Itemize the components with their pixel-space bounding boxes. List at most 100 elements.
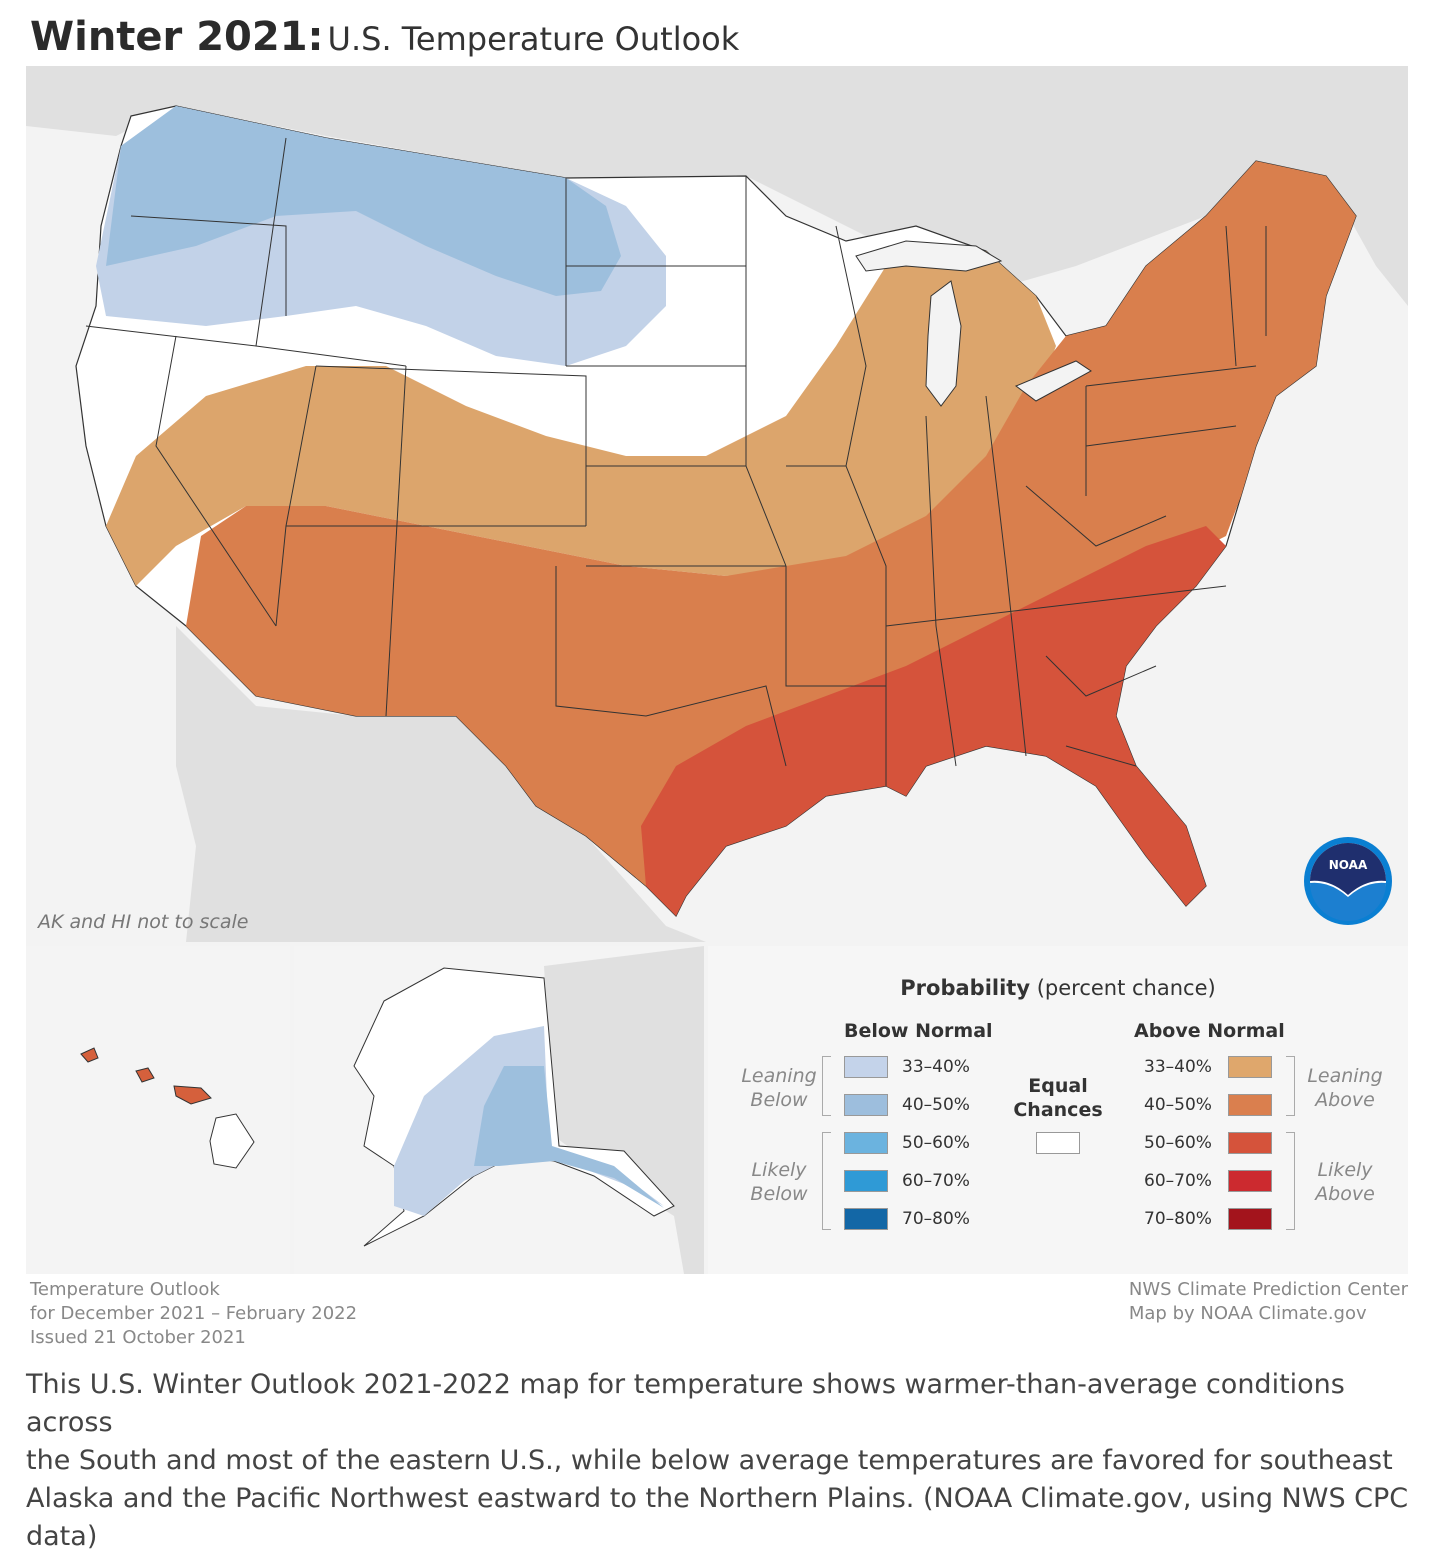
- border-line: [1085, 365, 1257, 387]
- below-normal-swatch: [844, 1208, 888, 1230]
- equal-line1: Equal: [1028, 1075, 1088, 1097]
- legend-title-bold: Probability: [900, 976, 1031, 1000]
- title-subtitle: U.S. Temperature Outlook: [327, 20, 740, 58]
- map-caption-left: Temperature Outlook for December 2021 – …: [30, 1278, 357, 1350]
- border-line: [255, 137, 287, 347]
- below-normal-swatch: [844, 1132, 888, 1154]
- alaska-map: [353, 946, 704, 1274]
- noaa-logo: NOAA: [1304, 837, 1392, 925]
- leaning-above-bracket: [1286, 1056, 1295, 1116]
- island-oahu: [135, 1067, 155, 1083]
- border-line: [786, 465, 887, 786]
- above-normal-range-label: 60–70%: [1144, 1171, 1212, 1191]
- equal-line2: Chances: [1013, 1099, 1103, 1121]
- border-line: [315, 365, 587, 526]
- border-line: [1045, 655, 1157, 697]
- leaning-above-label: Leaning Above: [1300, 1064, 1390, 1112]
- border-line: [925, 415, 957, 767]
- above-normal-swatch: [1228, 1094, 1272, 1116]
- island-kauai: [80, 1047, 99, 1063]
- below-normal-swatch: [844, 1094, 888, 1116]
- caption-left-line1: Temperature Outlook: [30, 1279, 220, 1300]
- border-line: [1225, 225, 1237, 367]
- above-normal-swatch: [1228, 1170, 1272, 1192]
- leaning-below-line2: Below: [750, 1089, 808, 1111]
- border-line: [1065, 745, 1137, 767]
- caption-left-line2: for December 2021 – February 2022: [30, 1303, 358, 1324]
- leaning-below-line1: Leaning: [741, 1065, 817, 1087]
- border-line: [155, 335, 277, 627]
- border-line: [385, 365, 407, 717]
- alaska-inset: [294, 946, 704, 1274]
- above-normal-swatch: [1228, 1056, 1272, 1078]
- border-line: [835, 225, 867, 467]
- description-line4: data): [26, 1521, 98, 1552]
- likely-above-bracket: [1286, 1132, 1295, 1230]
- above-normal-swatch: [1228, 1208, 1272, 1230]
- noaa-logo-text: NOAA: [1329, 858, 1368, 872]
- map-caption-right: NWS Climate Prediction Center Map by NOA…: [1129, 1278, 1408, 1326]
- above-normal-swatch: [1228, 1132, 1272, 1154]
- above-normal-range-label: 70–80%: [1144, 1209, 1212, 1229]
- leaning-above-line2: Above: [1315, 1089, 1375, 1111]
- equal-chances-label: Equal Chances: [1008, 1074, 1108, 1122]
- border-line: [1025, 485, 1167, 547]
- outlook-figure: AK and HI not to scale NOAA Probability …: [26, 66, 1408, 1274]
- caption-left-line3: Issued 21 October 2021: [30, 1327, 246, 1348]
- legend: Probability (percent chance) Below Norma…: [708, 946, 1408, 1274]
- caption-right-line1: NWS Climate Prediction Center: [1128, 1279, 1408, 1300]
- border-line: [1085, 425, 1237, 447]
- border-line: [785, 566, 886, 687]
- below-normal-swatch: [844, 1056, 888, 1078]
- below-normal-range-label: 70–80%: [902, 1209, 970, 1229]
- lake-superior: [855, 240, 1003, 272]
- conus-map: AK and HI not to scale NOAA: [26, 66, 1408, 942]
- ak-hi-note: AK and HI not to scale: [36, 911, 248, 933]
- below-normal-range-label: 60–70%: [902, 1171, 970, 1191]
- below-normal-range-label: 40–50%: [902, 1095, 970, 1115]
- noaa-logo-bird: [1310, 843, 1386, 895]
- below-normal-swatch: [844, 1170, 888, 1192]
- zone-above-33-40: [106, 251, 1056, 586]
- title-bold: Winter 2021:: [30, 14, 324, 60]
- likely-above-line2: Above: [1315, 1183, 1375, 1205]
- leaning-below-bracket: [822, 1056, 831, 1116]
- legend-title: Probability (percent chance): [708, 976, 1408, 1000]
- island-maui: [173, 1085, 212, 1105]
- description-line1: This U.S. Winter Outlook 2021-2022 map f…: [26, 1369, 1345, 1438]
- canada-land-ak: [544, 946, 704, 1274]
- noaa-logo-wave: [1310, 882, 1386, 921]
- leaning-above-line1: Leaning: [1307, 1065, 1383, 1087]
- below-normal-range-label: 33–40%: [902, 1057, 970, 1077]
- legend-title-rest: (percent chance): [1036, 976, 1216, 1000]
- description-line3: Alaska and the Pacific Northwest eastwar…: [26, 1483, 1409, 1514]
- lake-erie: [1015, 360, 1092, 402]
- zone-below-40-50: [106, 106, 621, 296]
- above-normal-range-label: 50–60%: [1144, 1133, 1212, 1153]
- hawaii-map: [80, 1047, 255, 1169]
- below-normal-header: Below Normal: [844, 1020, 993, 1042]
- border-line: [985, 395, 1027, 757]
- island-big: [209, 1113, 255, 1169]
- page-title: Winter 2021: U.S. Temperature Outlook: [30, 14, 739, 60]
- likely-above-label: Likely Above: [1300, 1158, 1390, 1206]
- alaska-below-40-50: [474, 1066, 664, 1208]
- description-line2: the South and most of the eastern U.S., …: [26, 1445, 1393, 1476]
- zone-above-40-50: [186, 161, 1356, 886]
- above-normal-header: Above Normal: [1134, 1020, 1285, 1042]
- border-line: [130, 215, 287, 316]
- mexico-land: [176, 626, 706, 942]
- border-line: [885, 585, 1227, 627]
- caption-right-line2: Map by NOAA Climate.gov: [1128, 1303, 1367, 1324]
- equal-chances-swatch: [1036, 1132, 1080, 1154]
- likely-below-line1: Likely: [751, 1159, 807, 1181]
- likely-below-line2: Below: [750, 1183, 808, 1205]
- state-borders: [85, 137, 1267, 786]
- above-normal-range-label: 40–50%: [1144, 1095, 1212, 1115]
- hawaii-inset: [26, 946, 290, 1274]
- map-description: This U.S. Winter Outlook 2021-2022 map f…: [26, 1366, 1416, 1556]
- zone-above-50-60: [641, 526, 1226, 916]
- canada-land: [26, 66, 1408, 306]
- likely-below-label: Likely Below: [734, 1158, 824, 1206]
- leaning-below-label: Leaning Below: [734, 1064, 824, 1112]
